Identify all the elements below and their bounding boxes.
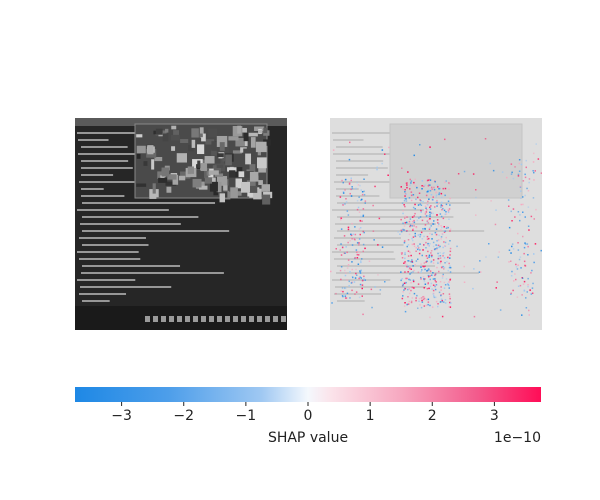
taskbar <box>145 316 286 322</box>
colorbar-tick-label: 3 <box>489 408 499 424</box>
original-image-panel <box>75 118 287 330</box>
colorbar-tick-label: 2 <box>427 408 437 424</box>
colorbar-tick-label: 1 <box>365 408 375 424</box>
colorbar-scale-offset: 1e−10 <box>493 430 541 446</box>
colorbar-tick-label: 0 <box>303 408 313 424</box>
code-lines <box>77 132 230 302</box>
inset-photo <box>136 125 273 205</box>
colorbar-tick-label: −1 <box>235 408 257 424</box>
faded-code-lines <box>332 132 485 302</box>
shap-overlay <box>330 118 542 330</box>
colorbar-tick-label: −3 <box>111 408 132 424</box>
colorbar <box>75 387 541 402</box>
shap-attribution-dots <box>330 138 542 319</box>
shap-overlay-panel <box>330 118 542 330</box>
colorbar-label: SHAP value <box>267 430 349 446</box>
colorbar-tick-label: −2 <box>173 408 195 424</box>
original-image <box>75 118 287 330</box>
